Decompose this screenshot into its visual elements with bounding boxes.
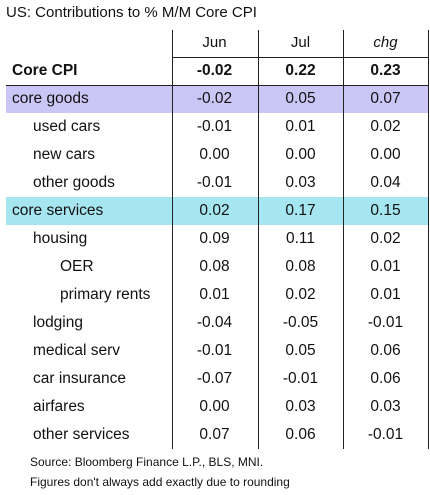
column-header: Jul	[290, 34, 311, 51]
table-row: core services 0.02 0.17 0.15	[6, 197, 428, 225]
cell-value: 0.03	[370, 398, 401, 415]
row-label: used cars	[33, 118, 101, 135]
cell-value: 0.17	[285, 202, 316, 219]
row-label: primary rents	[60, 286, 151, 303]
column-divider	[343, 30, 344, 449]
column-header: chg	[373, 34, 398, 51]
cell-value: 0.05	[285, 342, 316, 359]
cell-value: -0.01	[367, 426, 404, 443]
cell-value: 0.02	[285, 286, 316, 303]
cell-value: 0.02	[199, 202, 230, 219]
cell-value: 0.11	[285, 230, 316, 247]
cell-value: -0.01	[196, 342, 233, 359]
cell-value: 0.01	[370, 258, 401, 275]
row-label: new cars	[33, 146, 96, 163]
cell-value: -0.01	[196, 174, 233, 191]
header-rule	[172, 57, 429, 58]
cell-value: 0.00	[199, 398, 230, 415]
cell-value: 0.03	[285, 174, 316, 191]
row-label: airfares	[33, 398, 85, 415]
cell-value: 0.02	[370, 118, 401, 135]
cell-value: -0.07	[196, 370, 233, 387]
row-label: car insurance	[33, 370, 127, 387]
cell-value: 0.09	[199, 230, 230, 247]
cell-value: 0.08	[285, 258, 316, 275]
cell-value: -0.01	[196, 118, 233, 135]
table-row: car insurance -0.07 -0.01 0.06	[6, 365, 428, 393]
cell-value: 0.06	[370, 342, 401, 359]
column-header: Jun	[202, 34, 227, 51]
footnote: Figures don't always add exactly due to …	[30, 475, 290, 489]
cell-value: 0.23	[370, 62, 401, 79]
total-rule	[6, 85, 429, 86]
cell-value: 0.02	[370, 230, 401, 247]
cell-value: 0.08	[199, 258, 230, 275]
row-label: other services	[33, 426, 130, 443]
column-divider	[258, 30, 259, 449]
cell-value: 0.03	[285, 398, 316, 415]
row-label: housing	[33, 230, 88, 247]
cell-value: 0.01	[285, 118, 316, 135]
cell-value: 0.00	[285, 146, 316, 163]
row-label: core goods	[12, 90, 89, 107]
cell-value: -0.02	[196, 90, 233, 107]
row-label: lodging	[33, 314, 83, 331]
cell-value: -0.04	[196, 314, 233, 331]
table-row: core goods -0.02 0.05 0.07	[6, 85, 428, 113]
cell-value: 0.00	[370, 146, 401, 163]
cell-value: 0.01	[370, 286, 401, 303]
table-row: other services 0.07 0.06 -0.01	[6, 421, 428, 449]
cell-value: 0.00	[199, 146, 230, 163]
row-label: other goods	[33, 174, 115, 191]
cell-value: 0.07	[370, 90, 401, 107]
table-row: primary rents 0.01 0.02 0.01	[6, 281, 428, 309]
cell-value: 0.07	[199, 426, 230, 443]
table-row: airfares 0.00 0.03 0.03	[6, 393, 428, 421]
cell-value: 0.04	[370, 174, 401, 191]
table-title: US: Contributions to % M/M Core CPI	[6, 4, 257, 21]
footnote: Source: Bloomberg Finance L.P., BLS, MNI…	[30, 455, 264, 469]
table-row: housing 0.09 0.11 0.02	[6, 225, 428, 253]
cell-value: -0.02	[196, 62, 233, 79]
table-row: used cars -0.01 0.01 0.02	[6, 113, 428, 141]
cell-value: 0.06	[285, 426, 316, 443]
table-row: lodging -0.04 -0.05 -0.01	[6, 309, 428, 337]
table-row: medical serv -0.01 0.05 0.06	[6, 337, 428, 365]
cell-value: 0.01	[199, 286, 230, 303]
row-label: medical serv	[33, 342, 120, 359]
cell-value: -0.01	[282, 370, 319, 387]
row-label: core services	[12, 202, 104, 219]
cell-value: -0.05	[282, 314, 319, 331]
table-row: OER 0.08 0.08 0.01	[6, 253, 428, 281]
column-divider	[428, 30, 429, 449]
table-row: new cars 0.00 0.00 0.00	[6, 141, 428, 169]
table-row: Core CPI -0.02 0.22 0.23	[6, 57, 428, 85]
cell-value: 0.06	[370, 370, 401, 387]
cell-value: 0.05	[285, 90, 316, 107]
column-divider	[172, 30, 173, 449]
cell-value: 0.22	[285, 62, 316, 79]
cell-value: 0.15	[370, 202, 401, 219]
row-label: OER	[60, 258, 94, 275]
cell-value: -0.01	[367, 314, 404, 331]
row-label: Core CPI	[12, 62, 78, 79]
table-row: other goods -0.01 0.03 0.04	[6, 169, 428, 197]
